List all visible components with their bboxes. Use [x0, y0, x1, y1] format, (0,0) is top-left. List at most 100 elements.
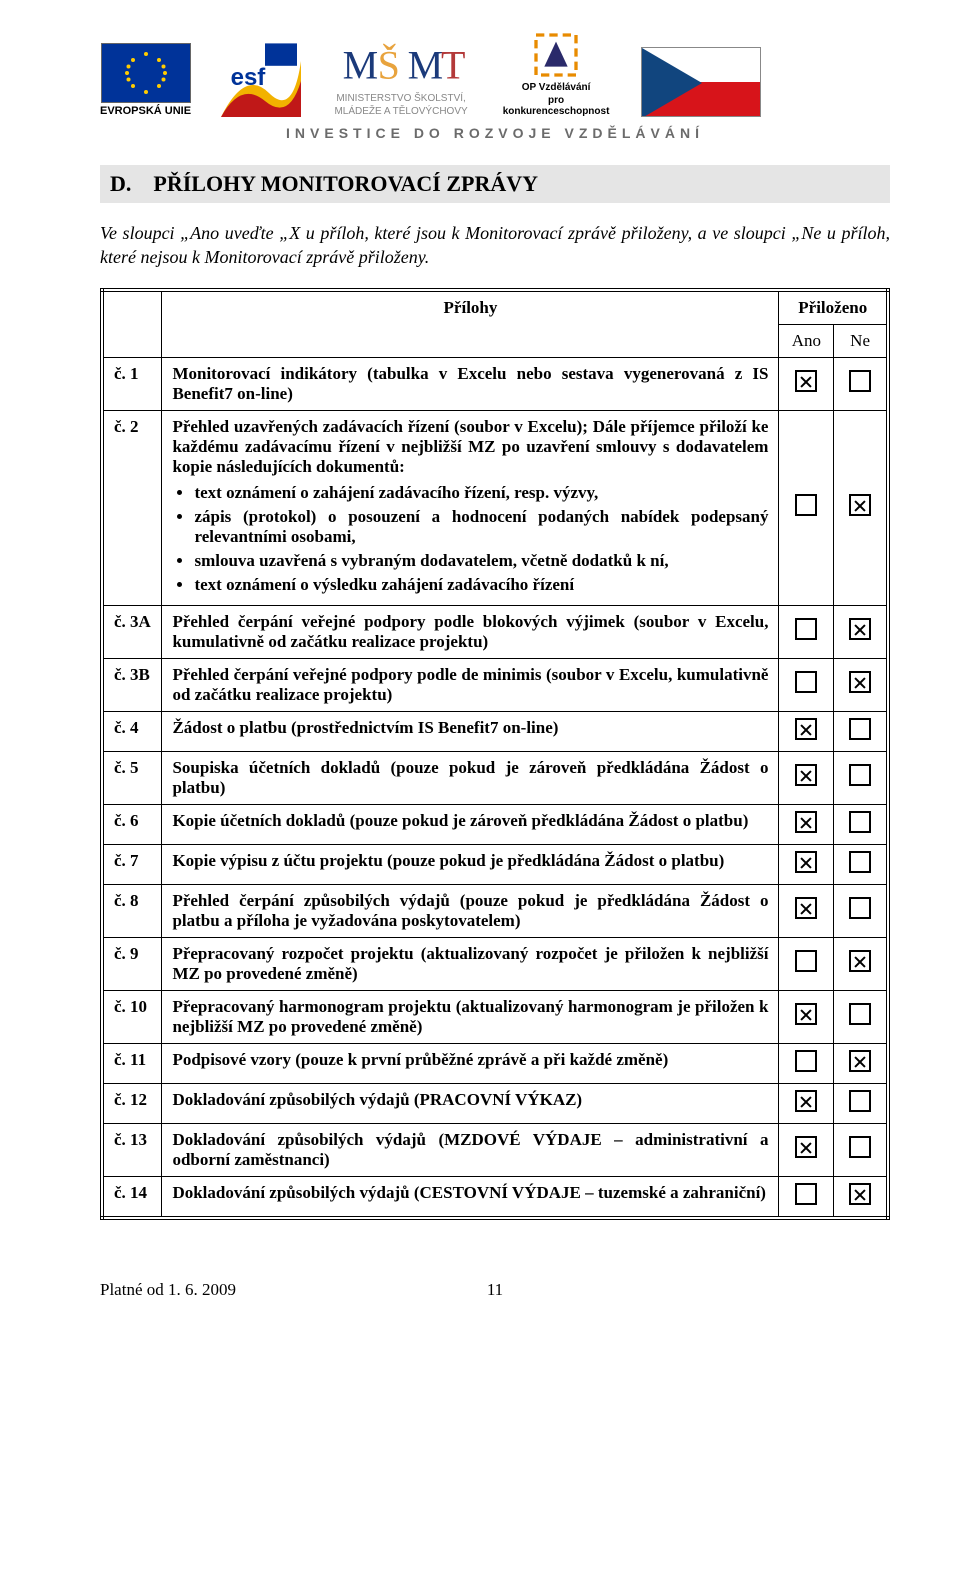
row-num: č. 8 [102, 884, 162, 937]
row-desc: Podpisové vzory (pouze k první průběžné … [162, 1043, 779, 1083]
msmt-caption-2: MLÁDEŽE A TĚLOVÝCHOVY [334, 106, 467, 117]
row-num: č. 9 [102, 937, 162, 990]
checkbox-ano[interactable] [795, 370, 817, 392]
checkbox-ne[interactable] [849, 671, 871, 693]
row-desc: Přehled čerpání veřejné podpory podle de… [162, 658, 779, 711]
footer-left: Platné od 1. 6. 2009 [100, 1280, 465, 1300]
svg-text:M: M [343, 43, 379, 88]
checkbox-ano[interactable] [795, 1003, 817, 1025]
table-row: č. 2 Přehled uzavřených zadávacích řízen… [102, 410, 888, 605]
checkbox-ano[interactable] [795, 671, 817, 693]
th-ano: Ano [779, 324, 834, 357]
table-row: č. 6 Kopie účetních dokladů (pouze pokud… [102, 804, 888, 844]
row-desc: Monitorovací indikátory (tabulka v Excel… [162, 357, 779, 410]
footer-page-number: 11 [465, 1280, 525, 1300]
table-row: č. 3B Přehled čerpání veřejné podpory po… [102, 658, 888, 711]
checkbox-ano[interactable] [795, 718, 817, 740]
row-num: č. 13 [102, 1123, 162, 1176]
checkbox-ano[interactable] [795, 1136, 817, 1158]
row-num: č. 1 [102, 357, 162, 410]
row2-lead: Přehled uzavřených zadávacích řízení (so… [172, 417, 768, 476]
table-row: č. 13 Dokladování způsobilých výdajů (MZ… [102, 1123, 888, 1176]
checkbox-ne[interactable] [849, 897, 871, 919]
checkbox-ne[interactable] [849, 618, 871, 640]
checkbox-ne[interactable] [849, 1136, 871, 1158]
footer: Platné od 1. 6. 2009 11 [100, 1280, 890, 1300]
checkbox-ne[interactable] [849, 950, 871, 972]
row-num: č. 4 [102, 711, 162, 751]
row-num: č. 10 [102, 990, 162, 1043]
row-num: č. 3A [102, 605, 162, 658]
row-num: č. 7 [102, 844, 162, 884]
checkbox-ano[interactable] [795, 811, 817, 833]
section-title-text: PŘÍLOHY MONITOROVACÍ ZPRÁVY [153, 171, 538, 196]
table-row: č. 7 Kopie výpisu z účtu projektu (pouze… [102, 844, 888, 884]
checkbox-ano[interactable] [795, 1090, 817, 1112]
eu-caption: EVROPSKÁ UNIE [100, 105, 191, 117]
svg-text:Š: Š [378, 43, 400, 88]
msmt-logo: M Š M T MINISTERSTVO ŠKOLSTVÍ, MLÁDEŽE A… [331, 41, 471, 117]
row2-bullet: zápis (protokol) o posouzení a hodnocení… [194, 507, 768, 547]
row2-bullet: smlouva uzavřená s vybraným dodavatelem,… [194, 551, 768, 571]
checkbox-ne[interactable] [849, 718, 871, 740]
cz-flag-icon [641, 47, 761, 117]
row-desc: Dokladování způsobilých výdajů (MZDOVÉ V… [162, 1123, 779, 1176]
row-num: č. 3B [102, 658, 162, 711]
slogan: INVESTICE DO ROZVOJE VZDĚLÁVÁNÍ [100, 125, 890, 141]
esf-logo-icon: esf [221, 37, 301, 117]
row-desc: Žádost o platbu (prostřednictvím IS Bene… [162, 711, 779, 751]
checkbox-ne[interactable] [849, 764, 871, 786]
checkbox-ano[interactable] [795, 1050, 817, 1072]
checkbox-ano[interactable] [795, 764, 817, 786]
row-desc: Kopie účetních dokladů (pouze pokud je z… [162, 804, 779, 844]
checkbox-ano[interactable] [795, 851, 817, 873]
row2-bullet: text oznámení o výsledku zahájení zadáva… [194, 575, 768, 595]
checkbox-ne[interactable] [849, 1003, 871, 1025]
op-caption-1: OP Vzdělávání [522, 82, 591, 93]
table-row: č. 4 Žádost o platbu (prostřednictvím IS… [102, 711, 888, 751]
row2-bullet: text oznámení o zahájení zadávacího říze… [194, 483, 768, 503]
checkbox-ne[interactable] [849, 1183, 871, 1205]
row-num: č. 6 [102, 804, 162, 844]
checkbox-ne[interactable] [849, 811, 871, 833]
checkbox-ano[interactable] [795, 494, 817, 516]
row-desc: Přehled čerpání způsobilých výdajů (pouz… [162, 884, 779, 937]
table-row: č. 8 Přehled čerpání způsobilých výdajů … [102, 884, 888, 937]
row-num: č. 5 [102, 751, 162, 804]
th-ne: Ne [834, 324, 888, 357]
row2-bullets: text oznámení o zahájení zadávacího říze… [194, 483, 768, 595]
row-num: č. 14 [102, 1176, 162, 1218]
checkbox-ano[interactable] [795, 618, 817, 640]
table-row: č. 9 Přepracovaný rozpočet projektu (akt… [102, 937, 888, 990]
section-title: D. PŘÍLOHY MONITOROVACÍ ZPRÁVY [100, 165, 890, 203]
section-letter: D. [110, 171, 131, 196]
op-caption-2: pro konkurenceschopnost [501, 95, 611, 117]
row-desc: Soupiska účetních dokladů (pouze pokud j… [162, 751, 779, 804]
checkbox-ne[interactable] [849, 494, 871, 516]
checkbox-ne[interactable] [849, 1090, 871, 1112]
row-desc: Kopie výpisu z účtu projektu (pouze poku… [162, 844, 779, 884]
eu-logo: EVROPSKÁ UNIE [100, 43, 191, 117]
checkbox-ne[interactable] [849, 370, 871, 392]
svg-text:esf: esf [231, 64, 267, 91]
checkbox-ano[interactable] [795, 1183, 817, 1205]
header-logos: EVROPSKÁ UNIE esf M Š M T MINISTERSTVO Š… [100, 30, 890, 117]
svg-text:M: M [408, 43, 444, 88]
row-num: č. 11 [102, 1043, 162, 1083]
table-row: č. 12 Dokladování způsobilých výdajů (PR… [102, 1083, 888, 1123]
th-prilohy: Přílohy [162, 290, 779, 358]
table-row: č. 14 Dokladování způsobilých výdajů (CE… [102, 1176, 888, 1218]
op-logo: OP Vzdělávání pro konkurenceschopnost [501, 30, 611, 117]
table-row: č. 11 Podpisové vzory (pouze k první prů… [102, 1043, 888, 1083]
row-num: č. 2 [102, 410, 162, 605]
checkbox-ne[interactable] [849, 1050, 871, 1072]
checkbox-ano[interactable] [795, 897, 817, 919]
row-desc: Přepracovaný rozpočet projektu (aktualiz… [162, 937, 779, 990]
row-desc: Dokladování způsobilých výdajů (CESTOVNÍ… [162, 1176, 779, 1218]
checkbox-ne[interactable] [849, 851, 871, 873]
row-desc: Přehled čerpání veřejné podpory podle bl… [162, 605, 779, 658]
page: EVROPSKÁ UNIE esf M Š M T MINISTERSTVO Š… [0, 0, 960, 1340]
table-row: č. 3A Přehled čerpání veřejné podpory po… [102, 605, 888, 658]
checkbox-ano[interactable] [795, 950, 817, 972]
row-desc: Přepracovaný harmonogram projektu (aktua… [162, 990, 779, 1043]
